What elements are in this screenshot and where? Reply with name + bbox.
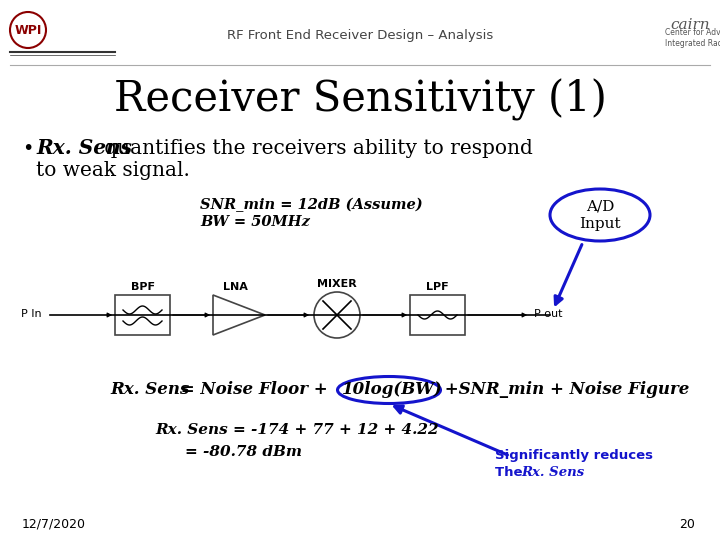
Text: LPF: LPF: [426, 282, 449, 292]
Text: P In: P In: [22, 309, 42, 319]
Text: cairn: cairn: [670, 18, 710, 32]
Text: 20: 20: [679, 517, 695, 530]
FancyBboxPatch shape: [115, 295, 170, 335]
Text: = Noise Floor +: = Noise Floor +: [175, 381, 328, 399]
Text: The: The: [495, 465, 527, 478]
Text: Significantly reduces: Significantly reduces: [495, 449, 653, 462]
Text: 10log(BW): 10log(BW): [342, 381, 443, 399]
Text: 12/7/2020: 12/7/2020: [22, 517, 86, 530]
Text: Rx. Sens = -174 + 77 + 12 + 4.22: Rx. Sens = -174 + 77 + 12 + 4.22: [155, 423, 438, 437]
Text: Rx. Sens: Rx. Sens: [110, 381, 189, 399]
Text: RF Front End Receiver Design – Analysis: RF Front End Receiver Design – Analysis: [227, 29, 493, 42]
Text: = -80.78 dBm: = -80.78 dBm: [185, 445, 302, 459]
FancyBboxPatch shape: [410, 295, 465, 335]
Text: +SNR_min + Noise Figure: +SNR_min + Noise Figure: [439, 381, 689, 399]
Text: quantifies the receivers ability to respond: quantifies the receivers ability to resp…: [98, 138, 533, 158]
Text: •: •: [22, 138, 33, 158]
Text: Center for Advanced
Integrated Radio Navigation: Center for Advanced Integrated Radio Nav…: [665, 28, 720, 48]
Text: BW = 50MHz: BW = 50MHz: [200, 215, 310, 229]
Text: Rx. Sens: Rx. Sens: [36, 138, 132, 158]
Text: WPI: WPI: [14, 24, 42, 37]
Text: MIXER: MIXER: [317, 279, 357, 289]
Text: LNA: LNA: [222, 282, 248, 292]
Text: to weak signal.: to weak signal.: [36, 160, 190, 179]
Text: SNR_min = 12dB (Assume): SNR_min = 12dB (Assume): [200, 198, 423, 212]
Text: P out: P out: [534, 309, 562, 319]
Text: Input: Input: [579, 217, 621, 231]
Text: BPF: BPF: [130, 282, 155, 292]
Text: A/D: A/D: [586, 200, 614, 214]
Text: Receiver Sensitivity (1): Receiver Sensitivity (1): [114, 79, 606, 121]
Text: Rx. Sens: Rx. Sens: [521, 465, 584, 478]
